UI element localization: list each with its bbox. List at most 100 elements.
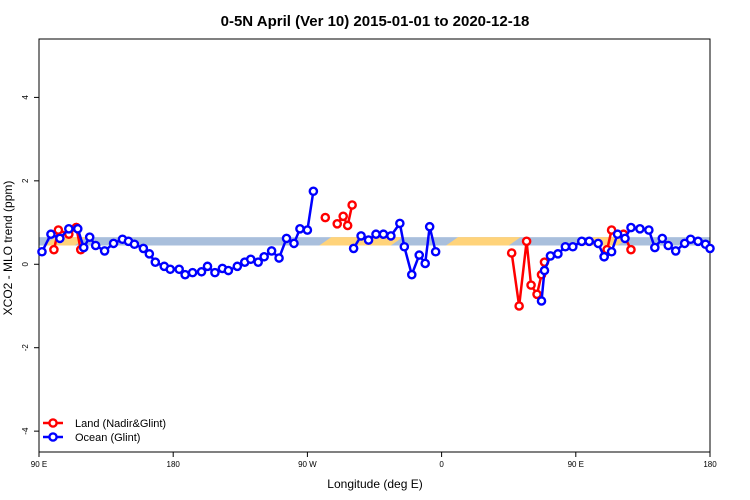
data-point bbox=[620, 233, 630, 244]
data-point bbox=[223, 265, 234, 276]
data-point bbox=[536, 296, 547, 306]
data-point bbox=[693, 236, 703, 247]
data-point bbox=[295, 224, 305, 234]
y-tick-label: -2 bbox=[21, 344, 30, 352]
data-point bbox=[606, 246, 617, 257]
data-point bbox=[320, 212, 331, 223]
data-point bbox=[342, 220, 353, 231]
data-point bbox=[378, 229, 389, 240]
data-point bbox=[64, 224, 74, 234]
y-axis-label: XCO2 - MLO trend (ppm) bbox=[1, 181, 15, 316]
chart-title: 0-5N April (Ver 10) 2015-01-01 to 2020-1… bbox=[221, 13, 530, 30]
data-point bbox=[576, 236, 587, 247]
data-point bbox=[253, 257, 263, 267]
data-point bbox=[526, 280, 536, 290]
data-point bbox=[78, 242, 89, 253]
data-point bbox=[685, 234, 696, 245]
data-point bbox=[650, 242, 660, 253]
data-point bbox=[180, 269, 190, 280]
data-point bbox=[506, 248, 517, 258]
series-ocean bbox=[37, 186, 715, 306]
data-point bbox=[338, 211, 348, 222]
x-tick-label: 180 bbox=[703, 460, 717, 469]
data-point bbox=[53, 225, 64, 235]
legend-marker bbox=[48, 432, 58, 442]
x-tick-label: 90 E bbox=[568, 460, 584, 469]
y-tick-label: 4 bbox=[21, 95, 30, 100]
data-point bbox=[612, 229, 623, 240]
data-point bbox=[584, 236, 595, 247]
data-point bbox=[90, 240, 101, 251]
data-point bbox=[644, 225, 654, 235]
data-point bbox=[259, 251, 269, 262]
data-point bbox=[150, 257, 161, 267]
series-line bbox=[40, 191, 315, 276]
data-point bbox=[371, 229, 381, 240]
data-point bbox=[308, 186, 319, 197]
data-point bbox=[521, 236, 532, 247]
data-point bbox=[196, 266, 207, 277]
data-point bbox=[302, 225, 313, 235]
data-point bbox=[129, 239, 140, 250]
data-point bbox=[232, 261, 243, 272]
data-point bbox=[635, 224, 645, 234]
land-band-segment bbox=[319, 237, 403, 246]
data-point bbox=[202, 261, 213, 272]
legend: Land (Nadir&Glint) Ocean (Glint) bbox=[43, 418, 166, 444]
data-point bbox=[274, 253, 284, 263]
data-point bbox=[281, 233, 292, 244]
data-point bbox=[108, 238, 119, 249]
data-point bbox=[187, 267, 198, 278]
data-point bbox=[593, 238, 603, 249]
y-tick-label: 2 bbox=[21, 178, 30, 183]
data-point bbox=[545, 251, 556, 261]
data-point bbox=[626, 244, 636, 255]
data-point bbox=[332, 219, 343, 229]
data-point bbox=[430, 246, 441, 257]
x-tick-label: 180 bbox=[167, 460, 181, 469]
legend-label: Ocean (Glint) bbox=[75, 432, 140, 444]
data-point bbox=[420, 258, 430, 269]
data-point bbox=[663, 240, 674, 251]
x-axis-label: Longitude (deg E) bbox=[327, 477, 422, 491]
series-land bbox=[49, 200, 636, 311]
data-point bbox=[348, 243, 359, 254]
data-point bbox=[532, 289, 542, 300]
data-point bbox=[37, 246, 47, 257]
x-tick-label: 90 E bbox=[31, 460, 47, 469]
y-tick-label: 0 bbox=[21, 261, 30, 266]
data-point bbox=[289, 238, 299, 249]
data-point bbox=[174, 264, 184, 275]
x-tick-label: 90 W bbox=[298, 460, 317, 469]
data-point bbox=[539, 265, 550, 276]
data-point bbox=[626, 222, 636, 233]
data-point bbox=[399, 241, 410, 252]
legend-marker bbox=[48, 418, 58, 428]
data-point bbox=[599, 251, 609, 262]
data-point bbox=[144, 249, 155, 259]
plot-layer: -4 -2 0 2 4 90 E 180 90 W 0 90 E 180 Land (Nadir&Gl… bbox=[21, 38, 717, 469]
data-point bbox=[356, 231, 366, 241]
data-point bbox=[210, 267, 220, 278]
data-point bbox=[72, 224, 83, 234]
data-point bbox=[49, 244, 59, 255]
data-point bbox=[406, 269, 417, 280]
data-point bbox=[395, 218, 405, 229]
data-point bbox=[670, 246, 681, 256]
data-point bbox=[386, 231, 396, 241]
legend-label: Land (Nadir&Glint) bbox=[75, 418, 166, 430]
data-point bbox=[424, 221, 435, 232]
data-point bbox=[568, 241, 578, 252]
x-tick-label: 0 bbox=[439, 460, 444, 469]
y-tick-label: -4 bbox=[21, 427, 30, 435]
data-point bbox=[514, 301, 524, 311]
data-point bbox=[165, 264, 176, 275]
data-point bbox=[245, 254, 256, 265]
data-point bbox=[138, 243, 149, 254]
data-point bbox=[657, 233, 668, 244]
data-point bbox=[553, 249, 563, 259]
land-band-segment bbox=[446, 237, 521, 246]
data-point bbox=[99, 246, 110, 256]
